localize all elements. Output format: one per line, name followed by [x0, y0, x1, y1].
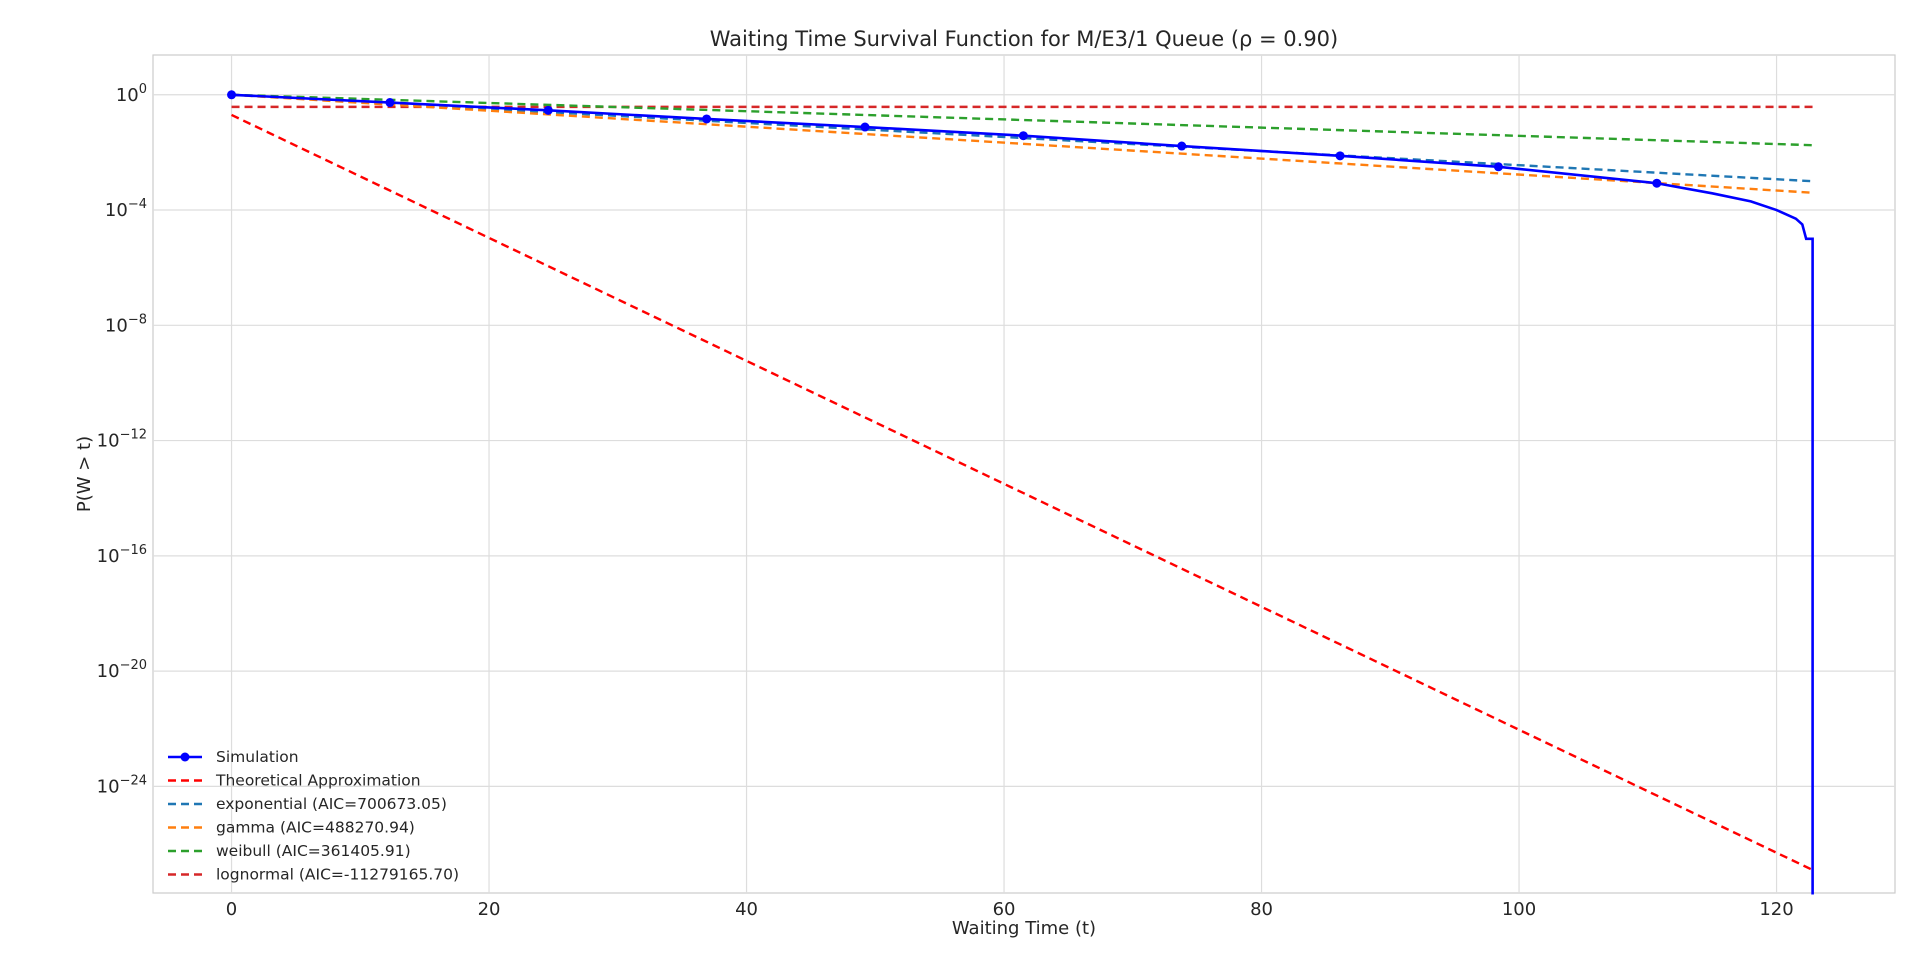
y-tick-label: 10−8: [105, 312, 147, 336]
chart-title: Waiting Time Survival Function for M/E3/…: [710, 27, 1338, 51]
x-tick-label: 80: [1250, 899, 1273, 920]
simulation-marker: [1652, 178, 1662, 188]
simulation-marker: [702, 114, 712, 124]
y-tick-label: 10−20: [97, 658, 147, 682]
legend-label: lognormal (AIC=-11279165.70): [216, 866, 459, 884]
legend: Simulation Theoretical Approximation expon…: [168, 748, 459, 884]
legend-label: gamma (AIC=488270.94): [216, 819, 415, 837]
x-tick-label: 0: [226, 899, 237, 920]
simulation-marker: [1177, 141, 1187, 151]
x-tick-label: 60: [993, 899, 1016, 920]
simulation-marker: [227, 90, 237, 100]
y-tick-exponent: −12: [120, 428, 147, 443]
y-tick-exponent: −24: [120, 773, 147, 788]
y-tick-label: 10−16: [97, 543, 147, 567]
simulation-marker: [385, 98, 395, 108]
y-axis-label: P(W > t): [74, 436, 95, 512]
y-tick-exponent: −20: [120, 658, 147, 673]
y-tick-label: 100: [116, 82, 147, 106]
series-line-0: [231, 93, 1814, 895]
y-tick-base: 10: [116, 85, 139, 106]
x-axis-label: Waiting Time (t): [952, 918, 1096, 939]
grid-lines: [153, 55, 1895, 893]
plot-area: [152, 54, 1896, 894]
simulation-marker: [543, 105, 553, 115]
y-tick-exponent: −8: [128, 312, 147, 327]
legend-label: Theoretical Approximation: [215, 772, 421, 790]
simulation-marker: [1335, 151, 1345, 161]
legend-label: exponential (AIC=700673.05): [216, 795, 447, 813]
y-tick-exponent: 0: [139, 82, 147, 97]
x-tick-label: 100: [1502, 899, 1536, 920]
series-line-3: [231, 93, 1813, 194]
y-tick-exponent: −4: [128, 197, 147, 212]
y-tick-label: 10−12: [97, 428, 147, 452]
x-tick-label: 40: [735, 899, 758, 920]
y-tick-label: 10−4: [105, 197, 147, 221]
series-layer: [227, 90, 1814, 895]
series-line-4: [231, 93, 1813, 147]
y-tick-base: 10: [105, 200, 128, 221]
legend-label: weibull (AIC=361405.91): [216, 842, 411, 860]
series-line-1: [231, 113, 1814, 872]
y-tick-label: 10−24: [97, 773, 147, 797]
axis-ticks: 0 20 40 60 80 100 12010010−410−810−1210−1610−2…: [97, 82, 1794, 920]
y-tick-base: 10: [97, 776, 120, 797]
y-tick-base: 10: [105, 315, 128, 336]
x-tick-label: 120: [1759, 899, 1793, 920]
x-tick-label: 20: [478, 899, 501, 920]
simulation-marker: [860, 122, 870, 132]
y-tick-exponent: −16: [120, 543, 147, 558]
legend-label: Simulation: [216, 748, 299, 766]
y-tick-base: 10: [97, 661, 120, 682]
y-tick-base: 10: [97, 431, 120, 452]
simulation-marker: [1493, 162, 1503, 172]
series-line-2: [231, 93, 1813, 183]
y-tick-base: 10: [97, 546, 120, 567]
legend-marker: [180, 752, 190, 762]
simulation-marker: [1018, 131, 1028, 141]
